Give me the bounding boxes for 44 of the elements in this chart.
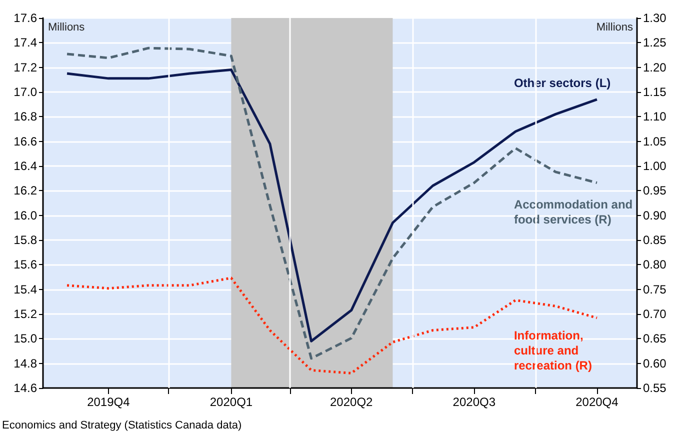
y-tick-label: 16.8 bbox=[14, 110, 38, 124]
line-series bbox=[66, 276, 598, 374]
y2-tick-label: 0.55 bbox=[643, 381, 667, 395]
y-tick-label: 15.0 bbox=[14, 332, 38, 346]
series-label: Information, culture and recreation (R) bbox=[514, 328, 592, 372]
y-tick-label: 17.0 bbox=[14, 85, 38, 99]
y-tick-label: 14.6 bbox=[14, 381, 38, 395]
y-tick-label: 15.2 bbox=[14, 307, 38, 321]
y2-tick-label: 0.85 bbox=[643, 233, 667, 247]
y2-tick-label: 1.25 bbox=[643, 36, 667, 50]
x-tick-label: 2020Q4 bbox=[576, 395, 619, 409]
y2-axis-title: Millions bbox=[596, 22, 634, 34]
y2-tick-label: 0.90 bbox=[643, 208, 667, 222]
y2-tick-label: 1.20 bbox=[643, 60, 667, 74]
y-tick-label: 14.8 bbox=[14, 356, 38, 370]
y2-tick-label: 0.80 bbox=[643, 258, 667, 272]
y-tick-label: 16.0 bbox=[14, 208, 38, 222]
series-label: Other sectors (L) bbox=[514, 76, 611, 90]
x-tick-label: 2019Q4 bbox=[87, 395, 130, 409]
y2-tick-label: 1.15 bbox=[643, 85, 667, 99]
y-tick-label: 15.6 bbox=[14, 258, 38, 272]
text: Accommodation and food services (R) bbox=[514, 197, 633, 226]
y2-tick-label: 1.30 bbox=[643, 11, 667, 25]
y2-tick-label: 0.65 bbox=[643, 332, 667, 346]
y-tick-label: 16.2 bbox=[14, 184, 38, 198]
y2-tick-label: 1.10 bbox=[643, 110, 667, 124]
y2-tick-label: 0.70 bbox=[643, 307, 667, 321]
y2-tick-label: 0.75 bbox=[643, 282, 667, 296]
y-tick-label: 16.6 bbox=[14, 134, 38, 148]
y-axis-title: Millions bbox=[48, 22, 86, 34]
y2-tick-label: 0.95 bbox=[643, 184, 667, 198]
x-tick-label: 2020Q1 bbox=[210, 395, 253, 409]
y-tick-label: 16.4 bbox=[14, 159, 38, 173]
x-tick-label: 2020Q3 bbox=[452, 395, 496, 409]
y-tick-label: 17.4 bbox=[14, 36, 38, 50]
y2-tick-label: 1.05 bbox=[643, 134, 667, 148]
x-tick-label: 2020Q2 bbox=[330, 395, 374, 409]
y-tick-label: 15.4 bbox=[14, 282, 38, 296]
y-tick-label: 17.6 bbox=[14, 11, 38, 25]
y2-tick-label: 1.00 bbox=[643, 159, 667, 173]
y-tick-label: 15.8 bbox=[14, 233, 38, 247]
y-tick-label: 17.2 bbox=[14, 60, 38, 74]
y2-tick-label: 0.60 bbox=[643, 356, 667, 370]
text: Economics and Strategy (Statistics Canada data) bbox=[2, 420, 242, 432]
